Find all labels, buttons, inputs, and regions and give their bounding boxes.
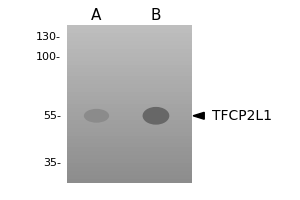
- Bar: [67, 76, 192, 80]
- Bar: [67, 29, 192, 33]
- Text: A: A: [91, 8, 102, 23]
- Text: 35-: 35-: [43, 158, 61, 168]
- Bar: [67, 120, 192, 124]
- Bar: [67, 116, 192, 120]
- Bar: [67, 92, 192, 96]
- Ellipse shape: [142, 107, 169, 125]
- Bar: [67, 171, 192, 175]
- Bar: [67, 49, 192, 53]
- Text: 100-: 100-: [36, 52, 61, 62]
- Bar: [67, 84, 192, 88]
- Bar: [67, 108, 192, 112]
- Text: 130-: 130-: [36, 32, 61, 42]
- Bar: [67, 167, 192, 171]
- Bar: [67, 159, 192, 163]
- Bar: [67, 100, 192, 104]
- Bar: [67, 68, 192, 72]
- Text: B: B: [151, 8, 161, 23]
- Bar: [67, 37, 192, 41]
- Text: TFCP2L1: TFCP2L1: [212, 109, 272, 123]
- Bar: [67, 179, 192, 183]
- Bar: [67, 57, 192, 61]
- Bar: [67, 64, 192, 68]
- Bar: [67, 175, 192, 179]
- Bar: [67, 112, 192, 116]
- Polygon shape: [193, 112, 204, 119]
- Bar: [67, 25, 192, 29]
- Bar: [67, 151, 192, 155]
- Bar: [67, 61, 192, 64]
- Bar: [67, 163, 192, 167]
- Bar: [67, 136, 192, 139]
- Bar: [67, 128, 192, 132]
- Bar: [67, 104, 192, 108]
- Bar: [67, 53, 192, 57]
- Bar: [67, 45, 192, 49]
- Bar: [67, 80, 192, 84]
- Bar: [67, 96, 192, 100]
- Bar: [67, 143, 192, 147]
- Ellipse shape: [84, 109, 109, 123]
- Bar: [67, 132, 192, 136]
- Bar: [67, 72, 192, 76]
- Bar: [67, 33, 192, 37]
- Bar: [67, 124, 192, 128]
- Bar: [67, 88, 192, 92]
- Bar: [67, 147, 192, 151]
- Text: 55-: 55-: [43, 111, 61, 121]
- Bar: [67, 41, 192, 45]
- Bar: [67, 155, 192, 159]
- Bar: [67, 139, 192, 143]
